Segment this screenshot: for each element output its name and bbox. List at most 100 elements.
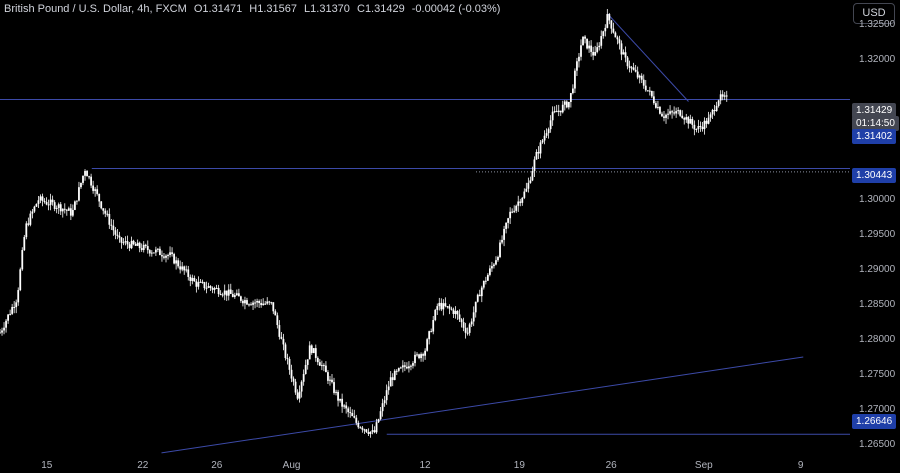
candle-body <box>199 281 202 283</box>
candle-body <box>349 412 352 414</box>
candle-body <box>51 199 54 203</box>
candle-body <box>422 354 424 356</box>
candle-body <box>88 176 90 178</box>
candle-body <box>578 56 580 62</box>
y-tick-label: 1.26500 <box>859 438 896 450</box>
candle-body <box>37 200 40 204</box>
candle-body <box>274 311 277 316</box>
change-value: -0.00042 (-0.03%) <box>411 3 501 15</box>
candle-body <box>551 111 554 121</box>
candle-body <box>5 320 7 328</box>
candle-body <box>248 304 250 306</box>
candle-body <box>480 287 483 297</box>
candle-body <box>525 188 528 192</box>
candle-body <box>665 114 667 118</box>
candle-body <box>146 246 149 251</box>
candle-body <box>197 282 200 287</box>
candle-body <box>529 180 532 183</box>
candle-body <box>39 196 42 201</box>
candle-body <box>359 427 362 429</box>
candle-body <box>543 135 546 141</box>
currency-button[interactable]: USD <box>853 3 895 24</box>
candle-body <box>495 260 497 265</box>
candle-body <box>189 276 192 281</box>
candle-body <box>381 403 384 412</box>
candle-body <box>671 111 673 113</box>
candle-body <box>474 301 477 313</box>
candle-body <box>306 359 309 365</box>
candle-body <box>537 151 540 154</box>
candle-body <box>598 45 601 48</box>
candle-body <box>25 223 28 238</box>
candle-body <box>442 303 445 310</box>
candle-body <box>608 14 611 21</box>
candle-body <box>41 196 44 201</box>
low-key: L <box>304 3 311 15</box>
candle-body <box>420 354 422 359</box>
candle-body <box>148 250 151 254</box>
candle-body <box>134 244 137 246</box>
candle-body <box>329 379 331 381</box>
candle-body <box>347 408 350 413</box>
candle-body <box>318 362 321 366</box>
candle-body <box>535 151 538 160</box>
price-label-level: 1.31402 <box>852 129 897 144</box>
candle-body <box>84 171 86 176</box>
candle-body <box>640 75 643 80</box>
x-tick-label: 22 <box>137 460 149 471</box>
y-tick-label: 1.29000 <box>859 263 896 275</box>
candle-body <box>454 310 457 314</box>
candle-body <box>438 302 441 307</box>
candle-body <box>719 94 722 101</box>
candle-body <box>610 20 613 29</box>
candle-body <box>296 392 299 399</box>
candle-body <box>179 266 182 270</box>
candle-body <box>622 52 625 55</box>
high-key: H <box>249 3 258 15</box>
candle-body <box>391 377 394 380</box>
candle-body <box>373 430 376 433</box>
candle-body <box>363 429 366 431</box>
candle-body <box>211 287 214 290</box>
candle-body <box>195 281 198 287</box>
candle-body <box>264 303 267 305</box>
candle-body <box>144 244 147 247</box>
x-tick-label: 26 <box>211 460 223 471</box>
candle-body <box>418 354 420 359</box>
candle-body <box>545 133 548 136</box>
candle-body <box>320 365 323 367</box>
candle-body <box>620 43 623 55</box>
candle-body <box>0 332 1 334</box>
candle-body <box>92 185 95 191</box>
candle-body <box>523 191 526 198</box>
candle-body <box>61 208 64 212</box>
candle-body <box>258 301 261 304</box>
candle-body <box>308 345 311 360</box>
candle-body <box>13 306 16 308</box>
candle-body <box>49 199 52 205</box>
candle-body <box>539 142 542 154</box>
candle-body <box>644 85 647 91</box>
x-tick-label: 26 <box>605 460 617 471</box>
candle-body <box>586 38 588 49</box>
candle-body <box>187 269 190 277</box>
candle-body <box>191 277 194 281</box>
candle-body <box>707 117 710 124</box>
candle-body <box>304 364 307 375</box>
candle-body <box>292 378 295 382</box>
candle-body <box>82 175 84 183</box>
candle-body <box>333 382 335 393</box>
candle-body <box>569 93 572 102</box>
candle-body <box>642 79 645 86</box>
candle-body <box>403 365 406 367</box>
candle-body <box>369 431 372 434</box>
candle-body <box>94 189 97 191</box>
candle-body <box>399 367 402 369</box>
candle-body <box>486 274 489 281</box>
candle-body <box>262 303 265 306</box>
candle-body <box>15 302 18 308</box>
candle-body <box>310 345 313 354</box>
close-key: C <box>356 3 365 15</box>
